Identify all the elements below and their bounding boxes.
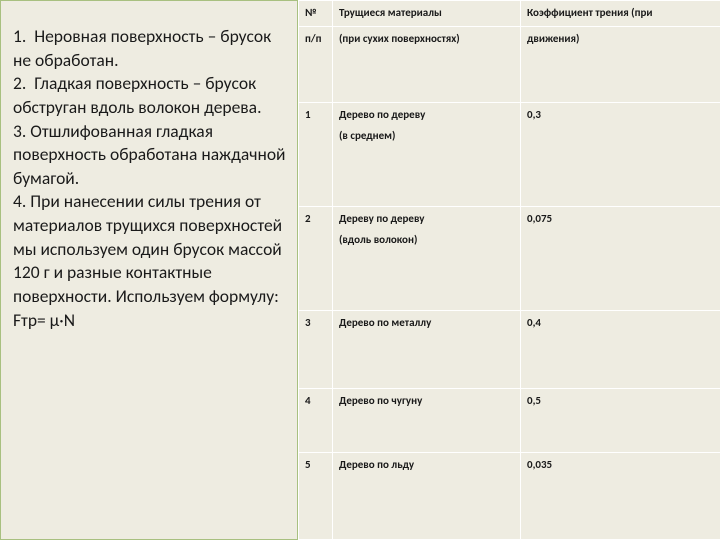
cell-n: 3	[299, 311, 333, 389]
cell-n: 4	[299, 389, 333, 453]
cell-k: 0,4	[521, 311, 720, 389]
cell-k: 0,5	[521, 389, 720, 453]
sub-coeff: движения)	[521, 27, 720, 103]
table-row: 5 Дерево по льду 0,035	[299, 453, 720, 540]
mat-note: (вдоль волокон)	[339, 233, 514, 246]
cell-mat: Дерево по металлу	[333, 311, 521, 389]
cell-mat: Дерево по дереву (в среднем)	[333, 103, 521, 207]
mat-main: Дереву по дереву	[339, 212, 514, 225]
cell-k: 0,035	[521, 453, 720, 540]
table-row: 2 Дереву по дереву (вдоль волокон) 0,075	[299, 207, 720, 311]
hdr-coeff: Коэффициент трения (при	[521, 1, 720, 27]
hdr-num: №	[299, 1, 333, 27]
cell-mat: Дерево по чугуну	[333, 389, 521, 453]
left-panel: 1. Неровная поверхность – брусок не обра…	[0, 0, 298, 540]
sub-materials: (при сухих поверхностях)	[333, 27, 521, 103]
left-text: 1. Неровная поверхность – брусок не обра…	[13, 25, 289, 332]
cell-k: 0,075	[521, 207, 720, 311]
mat-note: (в среднем)	[339, 129, 514, 142]
mat-main: Дерево по дереву	[339, 108, 514, 121]
hdr-materials: Трущиеся материалы	[333, 1, 521, 27]
cell-mat: Дерево по льду	[333, 453, 521, 540]
cell-n: 2	[299, 207, 333, 311]
cell-n: 1	[299, 103, 333, 207]
friction-table: № Трущиеся материалы Коэффициент трения …	[298, 0, 720, 540]
table-row: 4 Дерево по чугуну 0,5	[299, 389, 720, 453]
table-row: 3 Дерево по металлу 0,4	[299, 311, 720, 389]
table-row: 1 Дерево по дереву (в среднем) 0,3	[299, 103, 720, 207]
cell-k: 0,3	[521, 103, 720, 207]
table-subheader: п/п (при сухих поверхностях) движения)	[299, 27, 720, 103]
table-header: № Трущиеся материалы Коэффициент трения …	[299, 1, 720, 27]
cell-n: 5	[299, 453, 333, 540]
right-panel: № Трущиеся материалы Коэффициент трения …	[298, 0, 720, 540]
cell-mat: Дереву по дереву (вдоль волокон)	[333, 207, 521, 311]
sub-num: п/п	[299, 27, 333, 103]
